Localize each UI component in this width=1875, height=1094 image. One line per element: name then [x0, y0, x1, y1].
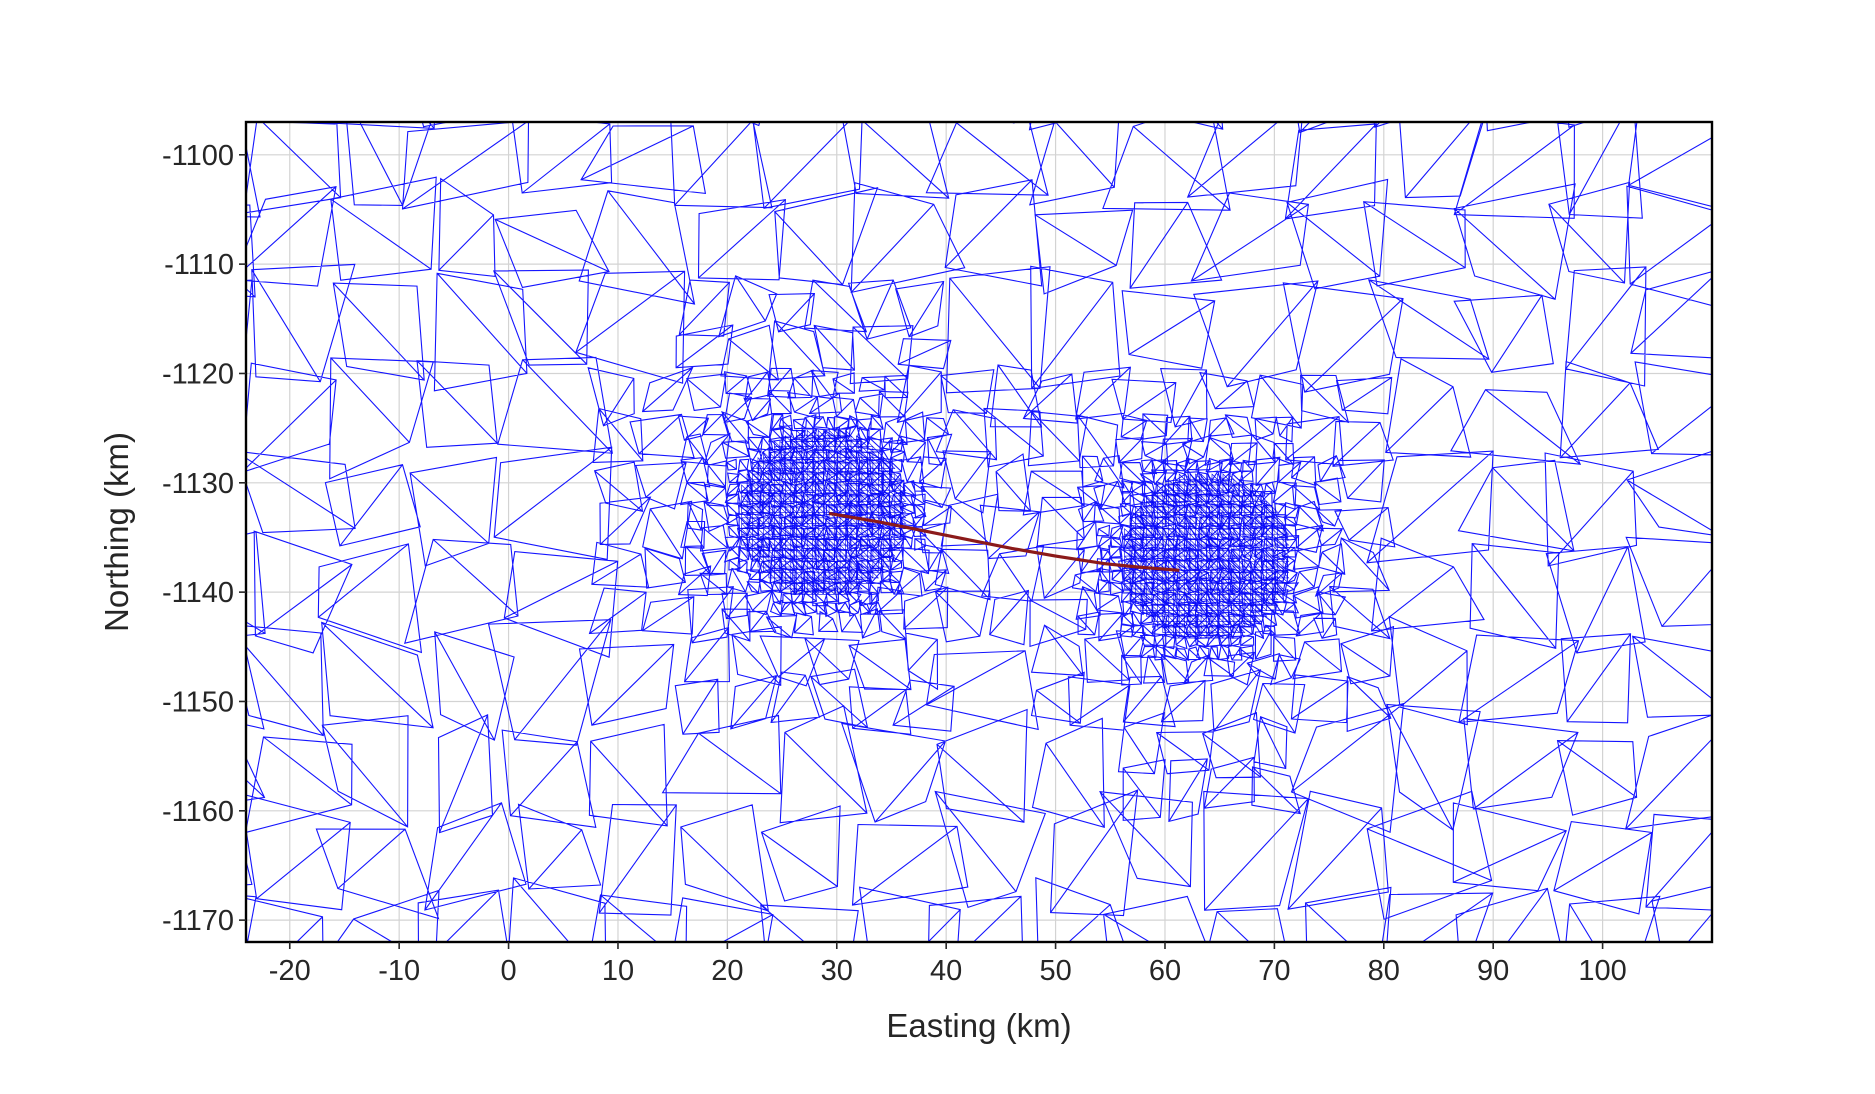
x-tick-label: 40	[930, 955, 962, 987]
y-axis-ticks: -1100 -1110 -1120 -1130 -1140 -1150 -1160 -1170	[162, 140, 246, 937]
x-tick-label: 0	[500, 955, 516, 987]
y-tick-label: -1110	[164, 249, 234, 281]
x-axis-label: Easting (km)	[886, 1007, 1071, 1044]
x-tick-label: -10	[378, 955, 420, 987]
x-tick-label: 80	[1368, 955, 1400, 987]
x-tick-label: 10	[602, 955, 634, 987]
plot-frame	[244, 120, 1714, 944]
trace-layer	[828, 511, 1180, 572]
y-tick-label: -1150	[162, 686, 234, 718]
refined-region-1	[741, 429, 907, 595]
plot-background	[246, 122, 1712, 942]
y-tick-label: -1120	[162, 358, 234, 390]
x-tick-label: 90	[1477, 955, 1509, 987]
triangular-mesh	[246, 122, 1712, 942]
fault-trace-line	[828, 511, 1180, 572]
y-tick-label: -1100	[162, 140, 234, 172]
y-tick-label: -1170	[162, 905, 234, 937]
x-tick-label: -20	[269, 955, 311, 987]
x-tick-label: 60	[1149, 955, 1181, 987]
x-tick-label: 30	[821, 955, 853, 987]
y-axis-label: Northing (km)	[98, 432, 135, 632]
x-tick-label: 70	[1258, 955, 1290, 987]
x-axis-ticks: -20 -10 0 10 20 30 40 50 60 70 80 90 100	[269, 942, 1627, 987]
refined-region-2	[1124, 473, 1290, 639]
y-tick-label: -1140	[162, 577, 234, 609]
x-tick-label: 50	[1039, 955, 1071, 987]
y-tick-label: -1160	[162, 796, 234, 828]
x-tick-label: 100	[1578, 955, 1626, 987]
y-tick-label: -1130	[162, 468, 234, 500]
grid	[246, 122, 1712, 942]
x-tick-label: 20	[711, 955, 743, 987]
